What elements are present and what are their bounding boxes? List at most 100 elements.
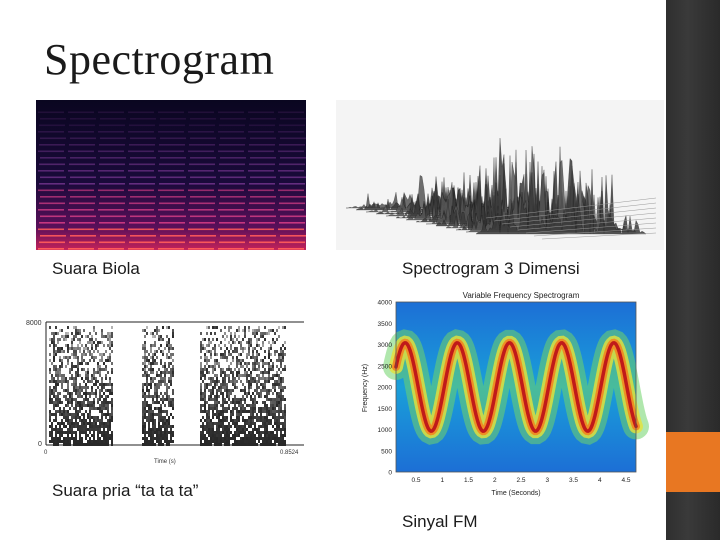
voice-cell [154, 443, 156, 446]
voice-cell [268, 332, 270, 335]
violin-harmonic [68, 248, 94, 250]
voice-cell [268, 443, 270, 446]
voice-cell [81, 443, 83, 446]
voice-cell [284, 404, 286, 407]
voice-cell [168, 365, 170, 368]
voice-cell [107, 428, 109, 431]
voice-cell [218, 380, 220, 383]
voice-cell [172, 389, 174, 392]
voice-cell [278, 359, 280, 362]
voice-cell [202, 404, 204, 407]
voice-cell [51, 389, 53, 392]
caption-fm-signal: Sinyal FM [402, 512, 478, 531]
voice-cell [89, 440, 91, 443]
voice-cell [240, 353, 242, 356]
voice-cell [204, 356, 206, 359]
voice-cell [144, 401, 146, 404]
voice-cell [93, 443, 95, 446]
voice-cell [268, 434, 270, 437]
voice-cell [282, 437, 284, 440]
voice-cell [57, 422, 59, 425]
voice-cell [160, 383, 162, 386]
voice-cell [266, 332, 268, 335]
voice-cell [264, 377, 266, 380]
voice-cell [164, 383, 166, 386]
voice-cell [57, 377, 59, 380]
voice-cell [210, 389, 212, 392]
voice-cell [270, 407, 272, 410]
violin-harmonic [218, 170, 244, 172]
voice-cell [230, 419, 232, 422]
voice-cell [280, 410, 282, 413]
violin-harmonic [219, 222, 245, 224]
voice-cell [158, 422, 160, 425]
voice-cell [254, 332, 256, 335]
voice-cell [284, 347, 286, 350]
voice-cell [226, 428, 228, 431]
violin-harmonic [129, 222, 155, 224]
voice-cell [101, 410, 103, 413]
voice-cell [49, 419, 51, 422]
voice-cell [95, 371, 97, 374]
voice-cell [142, 443, 144, 446]
voice-cell [148, 428, 150, 431]
violin-harmonic [128, 209, 154, 211]
voice-cell [61, 359, 63, 362]
voice-cell [87, 362, 89, 365]
voice-cell [156, 350, 158, 353]
voice-cell [144, 353, 146, 356]
voice-cell [256, 389, 258, 392]
voice-cell [103, 353, 105, 356]
voice-cell [236, 401, 238, 404]
voice-cell [158, 329, 160, 332]
voice-cell [152, 401, 154, 404]
voice-cell [258, 329, 260, 332]
voice-cell [144, 344, 146, 347]
voice-cell [234, 419, 236, 422]
voice-cell [91, 425, 93, 428]
voice-cell [244, 329, 246, 332]
voice-cell [75, 386, 77, 389]
voice-cell [204, 434, 206, 437]
voice-cell [166, 440, 168, 443]
voice-cell [105, 401, 107, 404]
voice-cell [109, 383, 111, 386]
violin-harmonic [248, 209, 274, 211]
voice-cell [218, 362, 220, 365]
voice-cell [146, 359, 148, 362]
voice-cell [238, 359, 240, 362]
voice-cell [73, 326, 75, 329]
violin-harmonic [248, 248, 274, 250]
voice-cell [95, 419, 97, 422]
voice-cell [172, 416, 174, 419]
violin-harmonic [158, 150, 184, 153]
voice-cell [87, 371, 89, 374]
voice-cell [162, 395, 164, 398]
voice-cell [97, 425, 99, 428]
voice-cell [69, 419, 71, 422]
voice-cell [154, 407, 156, 410]
voice-cell [53, 395, 55, 398]
voice-cell [226, 335, 228, 338]
voice-cell [158, 425, 160, 428]
voice-cell [95, 332, 97, 335]
voice-cell [224, 353, 226, 356]
voice-cell [278, 353, 280, 356]
voice-xtick-left: 0 [44, 450, 48, 456]
voice-cell [282, 398, 284, 401]
voice-cell [250, 425, 252, 428]
voice-cell [63, 350, 65, 353]
voice-cell [57, 410, 59, 413]
voice-cell [210, 341, 212, 344]
voice-cell [248, 338, 250, 341]
voice-cell [81, 437, 83, 440]
voice-cell [77, 401, 79, 404]
voice-cell [85, 335, 87, 338]
voice-cell [200, 374, 202, 377]
voice-cell [81, 395, 83, 398]
voice-cell [160, 362, 162, 365]
voice-cell [85, 434, 87, 437]
voice-cell [216, 431, 218, 434]
voice-cell [83, 347, 85, 350]
voice-cell [248, 380, 250, 383]
